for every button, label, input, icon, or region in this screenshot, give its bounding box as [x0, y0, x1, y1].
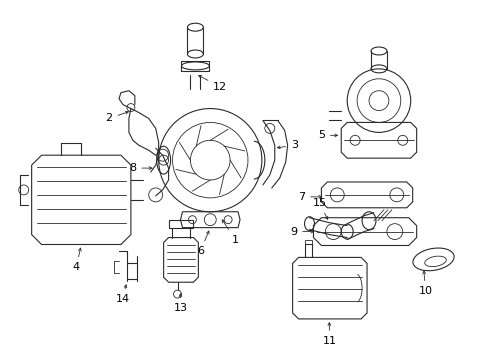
Text: 14: 14 [116, 285, 130, 304]
Text: 13: 13 [173, 294, 187, 313]
Text: 11: 11 [322, 323, 336, 346]
Text: 5: 5 [317, 130, 337, 140]
Text: 7: 7 [297, 192, 321, 202]
Text: 2: 2 [105, 111, 128, 123]
Text: 4: 4 [73, 248, 81, 272]
Text: 12: 12 [198, 76, 227, 92]
Bar [168, 220, 193, 228]
Bar [304, 239, 312, 243]
Text: 3: 3 [277, 140, 298, 150]
Text: 10: 10 [418, 271, 432, 296]
Text: 8: 8 [129, 163, 152, 173]
Text: 15: 15 [312, 198, 327, 219]
Text: 1: 1 [222, 220, 238, 244]
Text: 9: 9 [289, 226, 313, 237]
Text: 6: 6 [197, 231, 209, 256]
